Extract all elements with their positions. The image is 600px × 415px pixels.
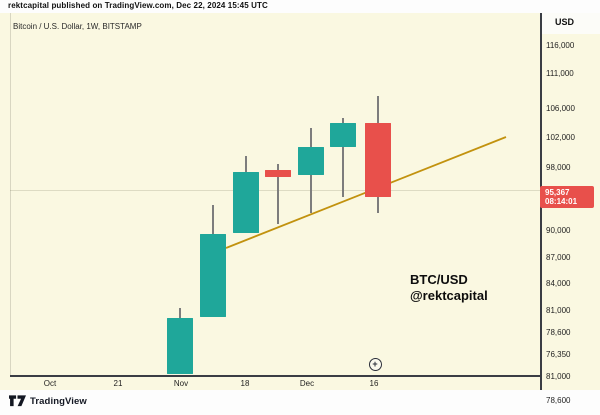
attribution-bar: rektcapital published on TradingView.com… bbox=[0, 0, 600, 13]
price-tick-label: 106,000 bbox=[546, 104, 575, 113]
candle-wick bbox=[277, 163, 279, 224]
date-tick-label: 18 bbox=[240, 379, 250, 388]
chart-watermark: BTC/USD @rektcapital bbox=[410, 272, 488, 304]
currency-toggle-button[interactable]: USD bbox=[542, 13, 600, 34]
price-tick-label: 81,000 bbox=[546, 306, 571, 315]
last-price-badge: 95,367 08:14:01 bbox=[540, 185, 594, 208]
date-tick-label: Nov bbox=[173, 379, 189, 388]
add-alert-plus-icon[interactable]: + bbox=[368, 357, 382, 371]
price-tick-label: 76,350 bbox=[546, 350, 571, 359]
price-tick-label: 90,000 bbox=[546, 226, 571, 235]
attribution-text: rektcapital published on TradingView.com… bbox=[8, 1, 268, 10]
footer-bar: TradingView bbox=[0, 390, 600, 415]
currency-label: USD bbox=[555, 17, 575, 27]
price-tick-label: 98,000 bbox=[546, 163, 571, 172]
tradingview-logo-link[interactable]: TradingView bbox=[9, 395, 87, 407]
tradingview-brand-name: TradingView bbox=[30, 395, 87, 407]
tradingview-logo-icon bbox=[9, 395, 26, 407]
candle-body-down bbox=[365, 122, 391, 197]
watermark-symbol: BTC/USD bbox=[410, 272, 468, 287]
date-tick-label: 16 bbox=[369, 379, 379, 388]
candle-body-up bbox=[298, 146, 324, 175]
candle-body-up bbox=[233, 171, 259, 234]
price-tick-label: 78,600 bbox=[546, 396, 571, 405]
plot-left-border bbox=[10, 13, 11, 375]
price-tick-label: 87,000 bbox=[546, 253, 571, 262]
price-tick-label: 116,000 bbox=[546, 41, 575, 50]
time-axis-line bbox=[10, 375, 541, 377]
price-tick-label: 78,600 bbox=[546, 328, 571, 337]
last-price-value: 95,367 bbox=[545, 187, 570, 197]
price-tick-label: 111,000 bbox=[546, 69, 574, 78]
price-tick-label: 102,000 bbox=[546, 133, 575, 142]
horizontal-gridline bbox=[10, 190, 540, 191]
date-tick-label: Dec bbox=[299, 379, 315, 388]
candle-body-up bbox=[330, 122, 356, 147]
bar-countdown-timer: 08:14:01 bbox=[545, 196, 578, 206]
candle-body-up bbox=[167, 317, 193, 375]
candle-wick bbox=[342, 117, 344, 197]
price-tick-label: 81,000 bbox=[546, 372, 571, 381]
date-tick-label: 21 bbox=[113, 379, 123, 388]
candle-body-up bbox=[200, 233, 226, 318]
chart-plot-area[interactable] bbox=[0, 13, 600, 390]
watermark-handle: @rektcapital bbox=[410, 288, 488, 303]
price-tick-label: 84,000 bbox=[546, 279, 571, 288]
date-tick-label: Oct bbox=[43, 379, 57, 388]
candle-body-down bbox=[265, 170, 291, 177]
chart-symbol-title: Bitcoin / U.S. Dollar, 1W, BITSTAMP bbox=[13, 22, 142, 31]
